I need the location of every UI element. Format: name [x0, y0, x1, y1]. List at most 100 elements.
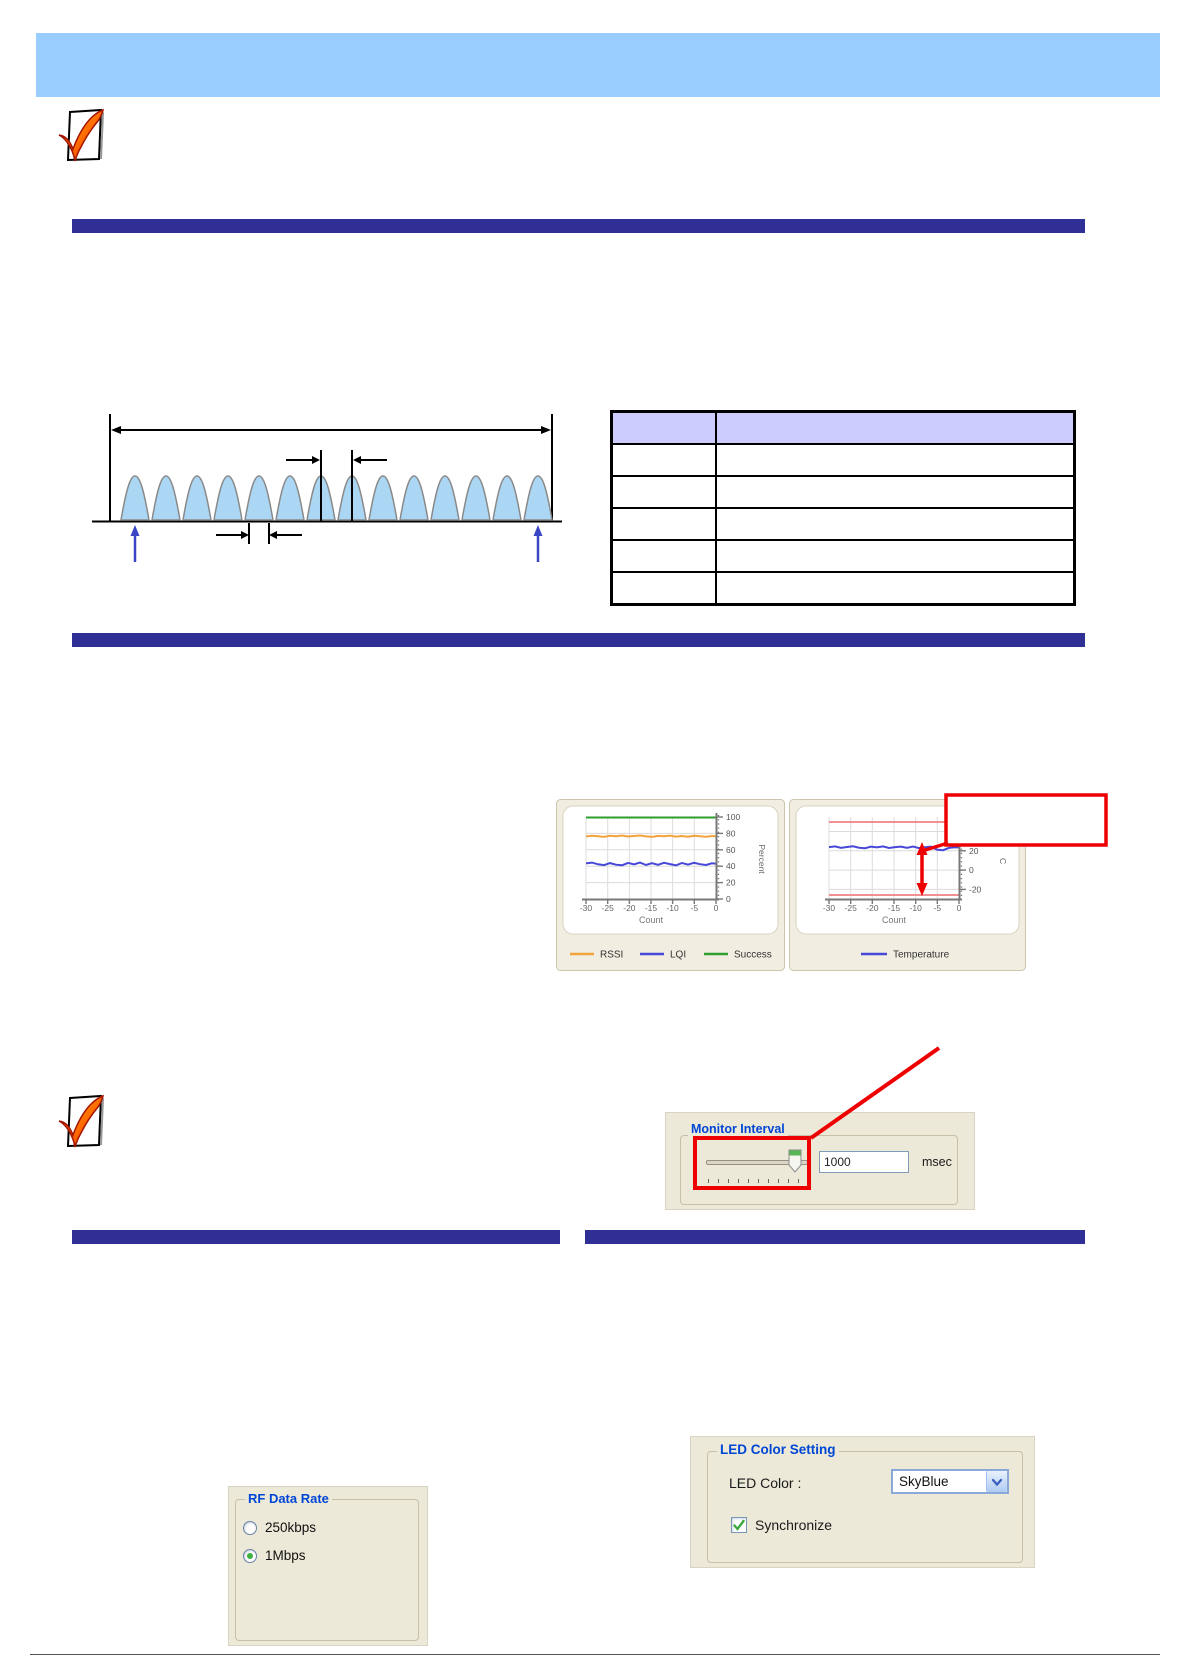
synchronize-label[interactable]: Synchronize — [755, 1517, 833, 1533]
page-footer-rule — [30, 1654, 1160, 1655]
tick-label: -30 — [580, 903, 593, 913]
chart-legend: Temperature — [861, 950, 950, 961]
checkmark-glyph — [58, 1094, 105, 1148]
tick-label: 0 — [726, 894, 731, 904]
tick-label: -10 — [910, 903, 923, 913]
legend-label: RSSI — [600, 950, 623, 961]
monitor-interval-panel: Monitor Interval msec — [665, 1112, 975, 1210]
tick-label: -5 — [934, 903, 942, 913]
tick-label: -15 — [645, 903, 658, 913]
section-divider-bar — [72, 219, 1085, 233]
led-color-setting-caption: LED Color Setting — [717, 1442, 839, 1457]
table-cell — [610, 443, 717, 477]
tick-label: 20 — [726, 878, 736, 888]
legend-label: Success — [734, 950, 772, 961]
band-span-arrow — [111, 426, 551, 434]
series-lqi — [585, 861, 717, 867]
rf-data-rate-panel: RF Data Rate 250kbps 1Mbps — [228, 1486, 428, 1646]
led-color-dropdown[interactable]: SkyBlue — [891, 1469, 1009, 1494]
slider-highlight-box — [693, 1136, 811, 1190]
table-row — [610, 507, 1076, 541]
checkmark-glyph — [58, 108, 105, 162]
tick-label: 0 — [957, 903, 962, 913]
tick-label: 100 — [726, 812, 740, 822]
series-temperature — [828, 845, 960, 852]
dropdown-chevron-icon[interactable] — [986, 1471, 1007, 1492]
annotation-leader-line — [921, 841, 949, 853]
range-double-arrow — [916, 842, 928, 896]
frequency-spectrum-diagram — [92, 414, 562, 562]
tick-label: -10 — [666, 903, 679, 913]
tick-label: -5 — [691, 903, 699, 913]
table-cell — [610, 475, 717, 509]
table-row — [610, 571, 1076, 606]
checkmark-icon — [733, 1519, 745, 1531]
tick-label: -25 — [845, 903, 858, 913]
table-header-cell — [714, 410, 1076, 445]
table-cell — [714, 539, 1076, 573]
radio-1mbps-label[interactable]: 1Mbps — [265, 1548, 306, 1563]
radio-250kbps-label[interactable]: 250kbps — [265, 1520, 317, 1535]
interval-value-input[interactable] — [819, 1151, 909, 1173]
series-rssi — [585, 834, 717, 838]
tick-label: -30 — [823, 903, 836, 913]
tick-label: -20 — [623, 903, 636, 913]
check-note-icon — [58, 108, 105, 162]
tick-label: 40 — [726, 861, 736, 871]
table-cell — [610, 571, 717, 606]
table-header-row — [610, 410, 1076, 445]
radio-250kbps[interactable] — [243, 1521, 257, 1535]
annotation-callout-box — [944, 793, 1108, 847]
led-color-field-label: LED Color : — [729, 1475, 802, 1491]
table-row — [610, 475, 1076, 509]
gridlines — [585, 816, 717, 899]
y-axis-label: Percent — [757, 844, 767, 874]
tick-label: 0 — [969, 865, 974, 875]
radio-selected-dot — [247, 1553, 253, 1559]
section-divider-bar — [72, 1230, 560, 1244]
table-cell — [714, 507, 1076, 541]
table-header-cell — [610, 410, 717, 445]
tick-label: 80 — [726, 828, 736, 838]
legend-label: Temperature — [893, 950, 950, 961]
slider-annotation-line — [809, 1046, 941, 1140]
x-axis-label: Count — [639, 915, 664, 925]
monitor-interval-groupbox — [680, 1135, 958, 1205]
tick-label: -15 — [888, 903, 901, 913]
radio-1mbps[interactable] — [243, 1549, 257, 1563]
synchronize-checkbox[interactable] — [731, 1517, 747, 1533]
tick-label: 20 — [969, 846, 979, 856]
table-cell — [714, 443, 1076, 477]
x-axis-label: Count — [882, 915, 907, 925]
table-cell — [714, 475, 1076, 509]
channel-spacing-markers — [286, 450, 387, 522]
rf-data-rate-groupbox — [235, 1499, 419, 1641]
tick-label: 60 — [726, 845, 736, 855]
table-row — [610, 539, 1076, 573]
gridlines — [828, 817, 960, 899]
interval-unit-label: msec — [922, 1155, 952, 1169]
channel-lobes — [120, 475, 553, 521]
legend-label: LQI — [670, 950, 686, 961]
rf-data-rate-caption: RF Data Rate — [245, 1491, 332, 1506]
check-note-icon — [58, 1094, 105, 1148]
tick-label: -20 — [969, 884, 982, 894]
chart-legend: RSSI LQI Success — [570, 950, 772, 961]
temperature-range-annotation — [916, 793, 1108, 896]
tick-label: 0 — [714, 903, 719, 913]
table-cell — [714, 571, 1076, 606]
title-banner — [36, 33, 1160, 97]
table-row — [610, 443, 1076, 477]
channel-table — [610, 410, 1076, 606]
y-axis-label: C — [998, 858, 1008, 864]
table-cell — [610, 507, 717, 541]
tick-label: -25 — [602, 903, 615, 913]
edge-channel-arrows — [130, 525, 543, 562]
signal-monitor-chart: 0 20 40 60 80 100 -30 -25 -20 -15 -10 -5… — [556, 799, 785, 971]
interval-slider-thumb[interactable] — [788, 1149, 802, 1173]
led-color-selected-value: SkyBlue — [899, 1474, 949, 1489]
led-color-setting-panel: LED Color Setting LED Color : SkyBlue Sy… — [690, 1436, 1035, 1568]
led-color-groupbox — [707, 1451, 1023, 1563]
section-divider-bar — [585, 1230, 1085, 1244]
